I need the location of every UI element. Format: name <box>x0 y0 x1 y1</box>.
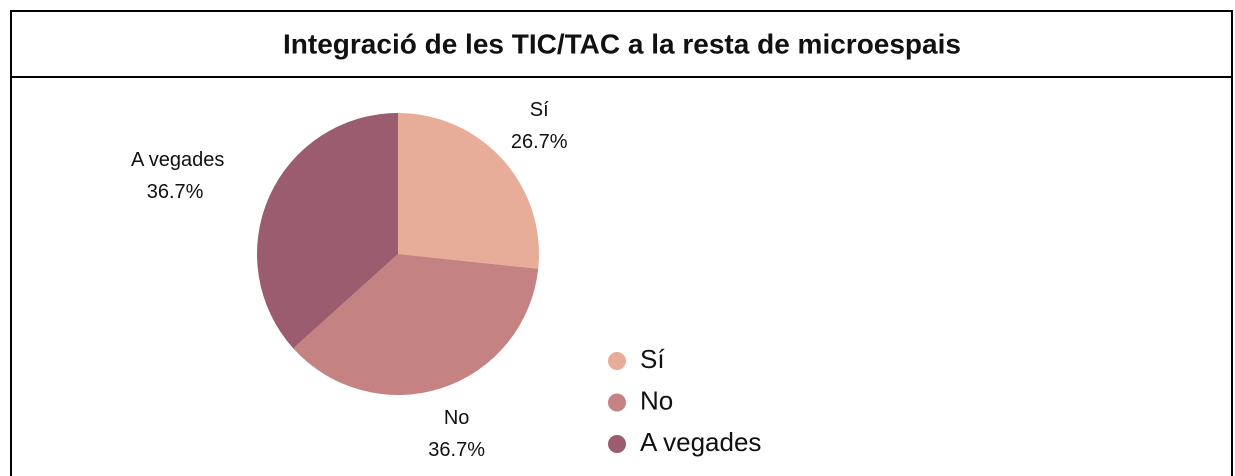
legend-swatch <box>608 352 626 370</box>
slice-value-label: 36.7% <box>147 181 204 203</box>
chart-title: Integració de les TIC/TAC a la resta de … <box>283 28 961 59</box>
slice-value-label: 26.7% <box>511 131 568 153</box>
legend-label: Sí <box>640 344 665 374</box>
pie-slice <box>256 113 398 349</box>
slice-value-label: 36.7% <box>428 439 485 461</box>
legend-swatch <box>608 393 626 412</box>
legend-label: A vegades <box>640 427 761 457</box>
pie-slice <box>398 113 540 269</box>
legend-swatch <box>608 435 626 453</box>
pie-slice <box>293 254 539 396</box>
slice-label: Sí <box>530 99 549 121</box>
slice-label: A vegades <box>131 149 224 171</box>
legend-label: No <box>640 385 673 415</box>
slice-label: No <box>444 407 470 429</box>
